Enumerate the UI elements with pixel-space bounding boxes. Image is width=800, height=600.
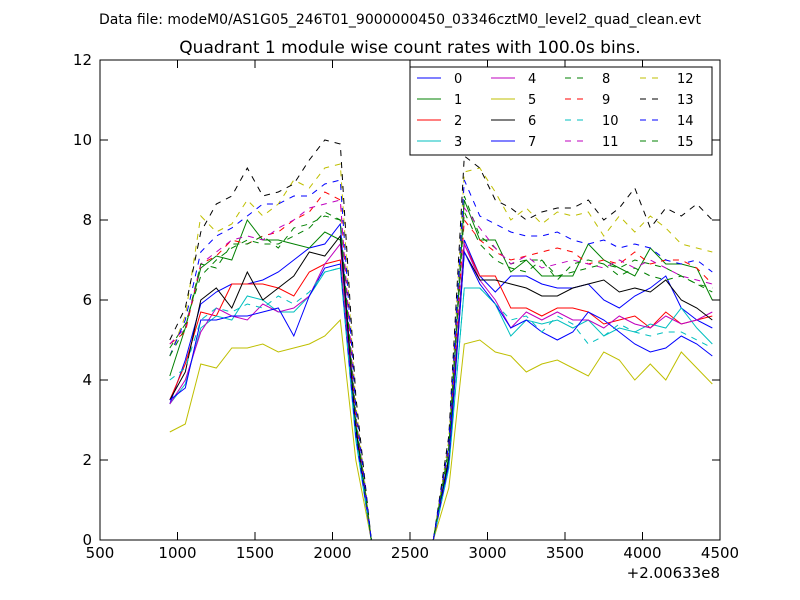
chart-title: Quadrant 1 module wise count rates with … <box>179 38 640 58</box>
y-tick-label: 8 <box>82 211 92 229</box>
legend-label-11: 11 <box>602 135 619 150</box>
y-tick-label: 10 <box>73 131 92 149</box>
legend-label-1: 1 <box>454 93 462 108</box>
figure-suptitle: Data file: modeM0/AS1G05_246T01_90000004… <box>99 12 701 28</box>
plot-area: 500 1000 1500 2000 2500 3000 3500 4000 4500 0 2 4 6 8… <box>73 51 739 562</box>
y-tick-label: 4 <box>82 371 92 389</box>
series-line-10 <box>169 267 713 541</box>
legend-label-2: 2 <box>454 114 462 129</box>
x-tick-label: 2500 <box>391 544 429 562</box>
y-tick-label: 6 <box>82 291 92 309</box>
series-line-5 <box>169 318 713 541</box>
legend-box <box>409 66 713 156</box>
legend-label-14: 14 <box>677 114 694 129</box>
x-offset-label: +2.00633e8 <box>627 564 720 582</box>
x-tick-label: 3000 <box>468 544 506 562</box>
y-tick-label: 12 <box>73 51 92 69</box>
y-tick-label: 2 <box>82 451 92 469</box>
x-tick-label: 500 <box>86 544 115 562</box>
series-line-14 <box>169 179 713 541</box>
legend-label-5: 5 <box>528 93 536 108</box>
x-tick-label: 2000 <box>313 544 351 562</box>
legend-label-0: 0 <box>454 72 462 87</box>
x-tick-label: 3500 <box>546 544 584 562</box>
legend-label-9: 9 <box>602 93 610 108</box>
x-tick-label: 1000 <box>158 544 196 562</box>
series-line-7 <box>169 250 713 541</box>
legend-label-15: 15 <box>677 135 694 150</box>
legend-label-7: 7 <box>528 135 536 150</box>
x-tick-label: 4500 <box>701 544 739 562</box>
x-tick-label: 4000 <box>623 544 661 562</box>
legend-label-3: 3 <box>454 135 462 150</box>
y-tick-label: 0 <box>82 531 92 549</box>
axes-frame <box>99 59 721 541</box>
legend-label-13: 13 <box>677 93 694 108</box>
legend-label-4: 4 <box>528 72 536 87</box>
series-line-12 <box>169 163 713 541</box>
legend-label-10: 10 <box>602 114 619 129</box>
series-line-13 <box>169 139 713 541</box>
legend-label-6: 6 <box>528 114 536 129</box>
series-line-15 <box>169 210 713 541</box>
legend-label-12: 12 <box>677 72 694 87</box>
legend-label-8: 8 <box>602 72 610 87</box>
x-tick-label: 1500 <box>236 544 274 562</box>
